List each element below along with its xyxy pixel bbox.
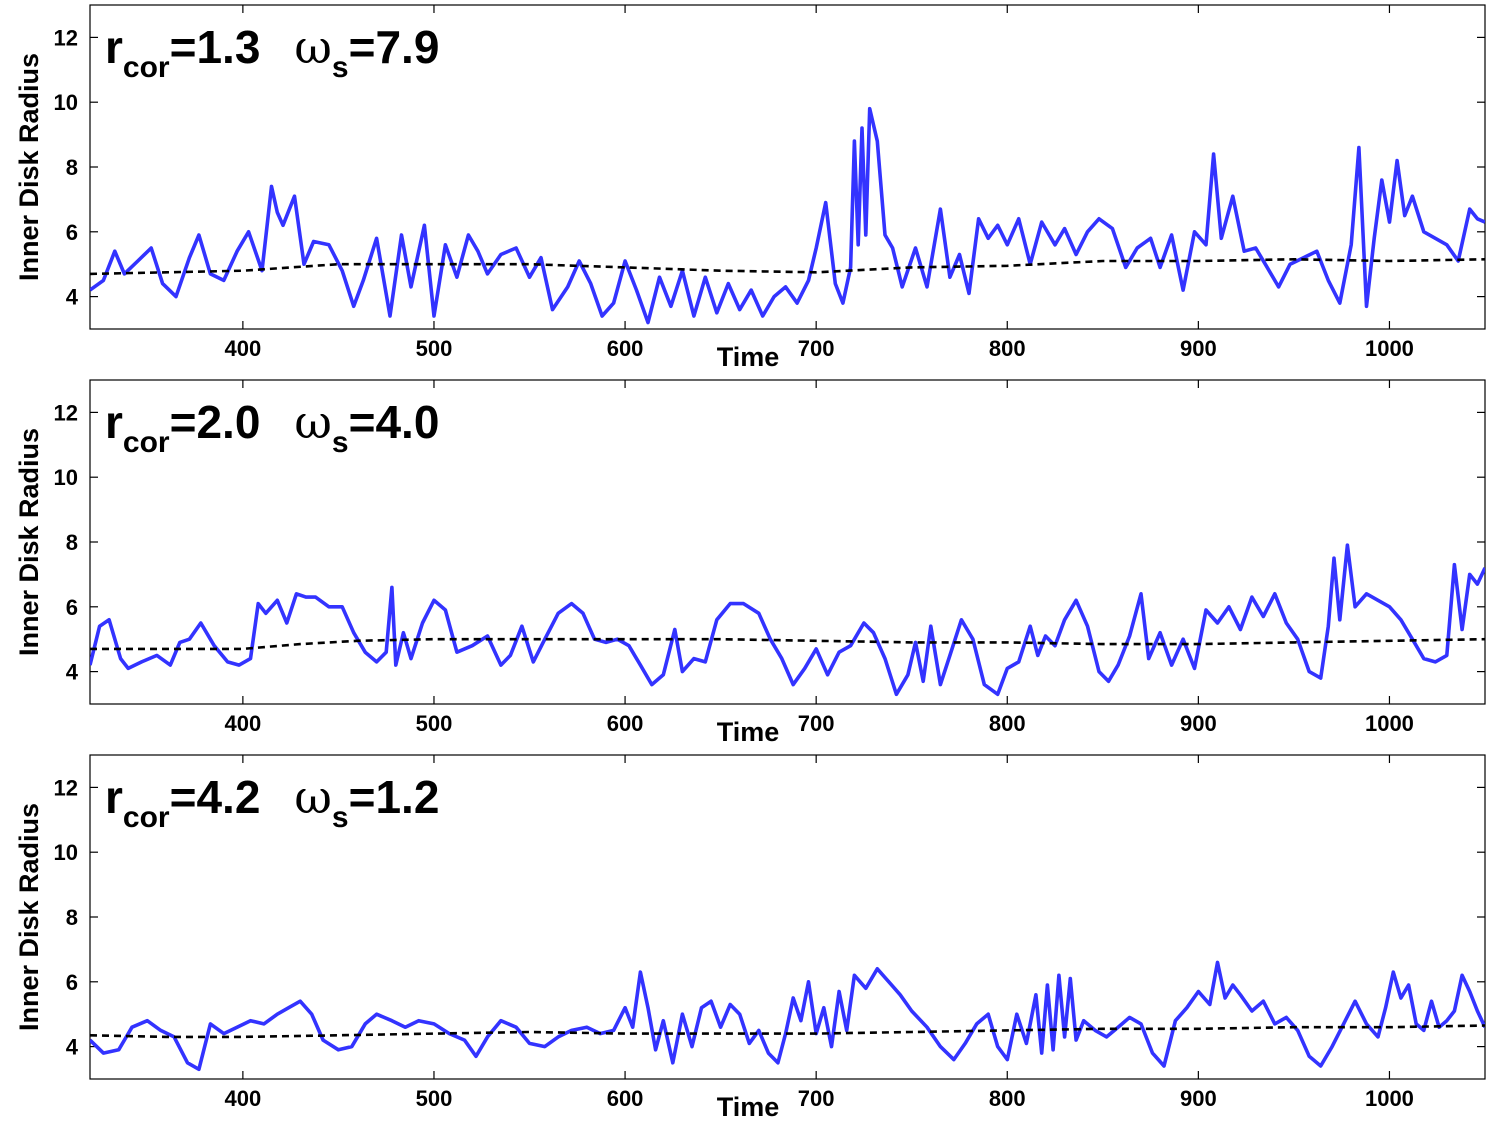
y-tick-label: 4 — [66, 1035, 79, 1060]
y-tick-label: 6 — [66, 595, 78, 620]
series-dashed-line — [90, 258, 1485, 276]
y-tick-label: 6 — [66, 970, 78, 995]
y-tick-label: 10 — [54, 840, 78, 865]
x-tick-label: 400 — [225, 1086, 262, 1111]
panel-2: 400 500 600 700 800 900 1000 4 6 8 10 12 Time Inner D… — [14, 379, 1486, 747]
x-tick-label: 700 — [798, 1086, 835, 1111]
y-tick-label: 4 — [66, 285, 79, 310]
omega-value: =4.0 — [349, 396, 440, 448]
r-subscript: cor — [123, 426, 170, 459]
x-tick-label: 500 — [416, 336, 453, 361]
r-value: =1.3 — [170, 21, 261, 73]
omega-value: =7.9 — [349, 21, 440, 73]
series-solid-line — [90, 106, 1485, 325]
x-tick-label: 600 — [607, 336, 644, 361]
r-subscript: cor — [123, 801, 170, 834]
panel-annotation: rcor=2.0 ωs=4.0 — [105, 395, 439, 459]
x-axis-label: Time — [717, 717, 780, 747]
x-tick-label: 800 — [989, 1086, 1026, 1111]
omega-subscript: s — [332, 426, 349, 459]
x-tick-label: 900 — [1180, 711, 1217, 736]
y-tick-label: 8 — [66, 530, 78, 555]
omega-value: =1.2 — [349, 771, 440, 823]
panel-annotation: rcor=4.2 ωs=1.2 — [105, 770, 439, 834]
omega-symbol: ω — [294, 770, 332, 824]
x-tick-label: 500 — [416, 1086, 453, 1111]
plot-frame — [89, 754, 1486, 1080]
r-value: =4.2 — [170, 771, 261, 823]
x-tick-label: 800 — [989, 336, 1026, 361]
x-tick-label: 500 — [416, 711, 453, 736]
r-symbol: r — [105, 21, 123, 73]
series-dashed-line — [90, 1024, 1485, 1039]
omega-subscript: s — [332, 51, 349, 84]
y-tick-label: 8 — [66, 155, 78, 180]
x-tick-label: 600 — [607, 1086, 644, 1111]
x-tick-label: 700 — [798, 336, 835, 361]
x-tick-label: 1000 — [1365, 1086, 1414, 1111]
y-tick-label: 10 — [54, 90, 78, 115]
series-dashed-line — [90, 637, 1485, 651]
panel-3: 400 500 600 700 800 900 1000 4 6 8 10 12 Time Inner D… — [14, 754, 1486, 1122]
y-axis-label: Inner Disk Radius — [14, 803, 44, 1031]
x-tick-label: 600 — [607, 711, 644, 736]
x-tick-label: 700 — [798, 711, 835, 736]
y-axis-label: Inner Disk Radius — [14, 53, 44, 281]
x-tick-label: 400 — [225, 711, 262, 736]
plot-frame — [89, 379, 1486, 705]
y-tick-label: 10 — [54, 465, 78, 490]
x-tick-label: 1000 — [1365, 336, 1414, 361]
x-tick-label: 900 — [1180, 1086, 1217, 1111]
x-axis-label: Time — [717, 342, 780, 372]
y-tick-label: 12 — [54, 25, 78, 50]
y-tick-label: 4 — [66, 660, 79, 685]
r-subscript: cor — [123, 51, 170, 84]
series-solid-line — [90, 960, 1485, 1072]
r-symbol: r — [105, 396, 123, 448]
y-tick-label: 8 — [66, 905, 78, 930]
x-axis-label: Time — [717, 1092, 780, 1122]
omega-subscript: s — [332, 801, 349, 834]
panel-annotation: rcor=1.3 ωs=7.9 — [105, 20, 439, 84]
omega-symbol: ω — [294, 20, 332, 74]
x-tick-label: 400 — [225, 336, 262, 361]
x-tick-label: 800 — [989, 711, 1026, 736]
y-axis-label: Inner Disk Radius — [14, 428, 44, 656]
x-tick-label: 900 — [1180, 336, 1217, 361]
r-value: =2.0 — [170, 396, 261, 448]
omega-symbol: ω — [294, 395, 332, 449]
plot-frame — [89, 4, 1486, 330]
r-symbol: r — [105, 771, 123, 823]
panel-1: 400 500 600 700 800 900 1000 4 6 8 10 12 Time Inner D… — [14, 4, 1486, 372]
y-tick-label: 12 — [54, 400, 78, 425]
x-tick-label: 1000 — [1365, 711, 1414, 736]
y-tick-label: 6 — [66, 220, 78, 245]
series-solid-line — [90, 543, 1485, 697]
y-tick-label: 12 — [54, 775, 78, 800]
